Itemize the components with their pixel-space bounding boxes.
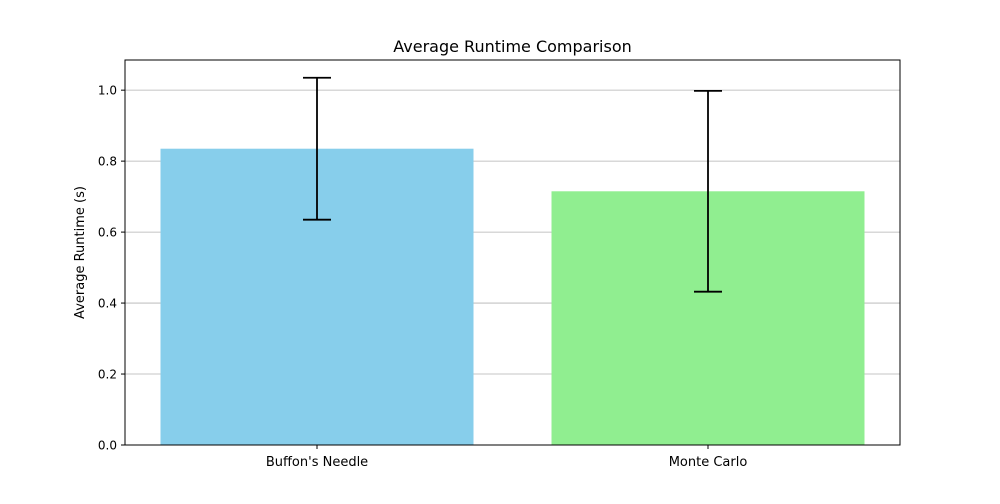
x-tick-label: Buffon's Needle (266, 455, 368, 470)
y-tick-label: 0.0 (98, 439, 117, 453)
y-tick-label: 0.4 (98, 297, 117, 311)
y-tick-label: 0.8 (98, 155, 117, 169)
y-tick-label: 0.6 (98, 226, 117, 240)
y-tick-label: 1.0 (98, 84, 117, 98)
x-axis: Buffon's Needle Monte Carlo (266, 445, 748, 470)
y-tick-label: 0.2 (98, 368, 117, 382)
chart-title: Average Runtime Comparison (393, 37, 632, 56)
plot-frame (124, 59, 901, 446)
bars-layer (160, 148, 865, 446)
x-tick-label: Monte Carlo (669, 455, 748, 470)
error-bars-layer (303, 76, 722, 293)
y-axis: 0.0 0.2 0.4 0.6 0.8 1.0 (98, 84, 125, 453)
y-axis-label: Average Runtime (s) (73, 186, 88, 319)
